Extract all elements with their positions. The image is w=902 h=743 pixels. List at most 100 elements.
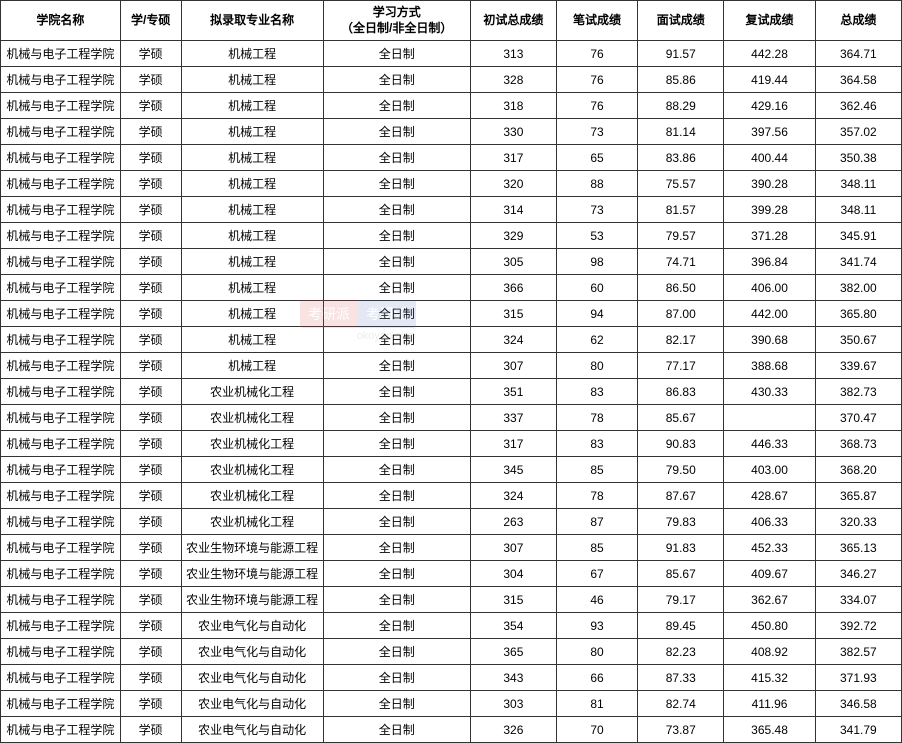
table-cell: 学硕 [120,717,181,743]
table-cell: 学硕 [120,691,181,717]
table-cell: 66 [556,665,637,691]
table-cell: 86.50 [638,275,724,301]
table-cell: 学硕 [120,197,181,223]
table-row: 机械与电子工程学院学硕农业机械化工程全日制3377885.67370.47 [1,405,902,431]
table-cell: 学硕 [120,613,181,639]
table-cell: 85.67 [638,561,724,587]
table-cell: 89.45 [638,613,724,639]
table-cell: 442.00 [724,301,815,327]
table-cell: 337 [470,405,556,431]
table-cell [724,405,815,431]
column-header: 总成绩 [815,1,901,41]
table-cell: 机械与电子工程学院 [1,223,121,249]
table-cell: 263 [470,509,556,535]
table-cell: 学硕 [120,275,181,301]
table-cell: 406.33 [724,509,815,535]
table-cell: 60 [556,275,637,301]
table-cell: 学硕 [120,561,181,587]
table-cell: 农业电气化与自动化 [181,691,323,717]
table-cell: 全日制 [323,457,470,483]
table-cell: 机械与电子工程学院 [1,275,121,301]
table-cell: 机械与电子工程学院 [1,301,121,327]
table-cell: 328 [470,67,556,93]
table-cell: 全日制 [323,561,470,587]
table-row: 机械与电子工程学院学硕机械工程全日制3307381.14397.56357.02 [1,119,902,145]
table-cell: 87 [556,509,637,535]
table-cell: 学硕 [120,457,181,483]
table-cell: 全日制 [323,353,470,379]
table-row: 机械与电子工程学院学硕机械工程全日制3208875.57390.28348.11 [1,171,902,197]
table-cell: 90.83 [638,431,724,457]
table-cell: 400.44 [724,145,815,171]
table-cell: 320.33 [815,509,901,535]
table-cell: 324 [470,327,556,353]
table-cell: 320 [470,171,556,197]
table-cell: 303 [470,691,556,717]
table-cell: 机械与电子工程学院 [1,587,121,613]
table-row: 机械与电子工程学院学硕农业电气化与自动化全日制3549389.45450.803… [1,613,902,639]
table-row: 机械与电子工程学院学硕农业生物环境与能源工程全日制3154679.17362.6… [1,587,902,613]
table-cell: 315 [470,301,556,327]
table-cell: 学硕 [120,353,181,379]
table-cell: 机械与电子工程学院 [1,249,121,275]
table-cell: 全日制 [323,431,470,457]
table-cell: 机械工程 [181,145,323,171]
table-cell: 机械工程 [181,275,323,301]
table-cell: 学硕 [120,509,181,535]
table-cell: 学硕 [120,249,181,275]
table-cell: 65 [556,145,637,171]
table-cell: 农业电气化与自动化 [181,613,323,639]
table-cell: 345.91 [815,223,901,249]
table-cell: 341.79 [815,717,901,743]
table-cell: 81.57 [638,197,724,223]
table-cell: 85 [556,457,637,483]
table-cell: 机械与电子工程学院 [1,405,121,431]
table-cell: 全日制 [323,509,470,535]
table-cell: 学硕 [120,535,181,561]
table-cell: 机械与电子工程学院 [1,665,121,691]
table-cell: 全日制 [323,301,470,327]
table-cell: 学硕 [120,327,181,353]
table-cell: 452.33 [724,535,815,561]
table-cell: 学硕 [120,93,181,119]
table-row: 机械与电子工程学院学硕农业电气化与自动化全日制3267073.87365.483… [1,717,902,743]
table-cell: 机械与电子工程学院 [1,379,121,405]
table-cell: 农业生物环境与能源工程 [181,535,323,561]
table-cell: 机械工程 [181,119,323,145]
column-header: 拟录取专业名称 [181,1,323,41]
table-cell: 机械与电子工程学院 [1,639,121,665]
table-cell: 345 [470,457,556,483]
table-cell: 88.29 [638,93,724,119]
table-cell: 机械与电子工程学院 [1,327,121,353]
table-cell: 全日制 [323,379,470,405]
table-cell: 304 [470,561,556,587]
table-cell: 农业机械化工程 [181,379,323,405]
table-cell: 学硕 [120,119,181,145]
table-cell: 全日制 [323,639,470,665]
table-cell: 学硕 [120,587,181,613]
table-cell: 85 [556,535,637,561]
table-cell: 87.33 [638,665,724,691]
table-cell: 314 [470,197,556,223]
table-cell: 机械与电子工程学院 [1,561,121,587]
table-cell: 全日制 [323,67,470,93]
table-cell: 机械与电子工程学院 [1,171,121,197]
table-cell: 机械工程 [181,67,323,93]
table-row: 机械与电子工程学院学硕机械工程全日制3159487.00442.00365.80 [1,301,902,327]
table-cell: 397.56 [724,119,815,145]
table-cell: 机械与电子工程学院 [1,41,121,67]
table-cell: 全日制 [323,587,470,613]
table-cell: 机械工程 [181,301,323,327]
table-cell: 382.00 [815,275,901,301]
table-cell: 307 [470,353,556,379]
table-header-row: 学院名称学/专硕拟录取专业名称学习方式（全日制/非全日制）初试总成绩笔试成绩面试… [1,1,902,41]
table-cell: 411.96 [724,691,815,717]
table-cell: 学硕 [120,483,181,509]
table-cell: 430.33 [724,379,815,405]
table-cell: 全日制 [323,275,470,301]
table-cell: 409.67 [724,561,815,587]
table-cell: 73.87 [638,717,724,743]
table-cell: 98 [556,249,637,275]
table-cell: 82.74 [638,691,724,717]
table-cell: 317 [470,431,556,457]
